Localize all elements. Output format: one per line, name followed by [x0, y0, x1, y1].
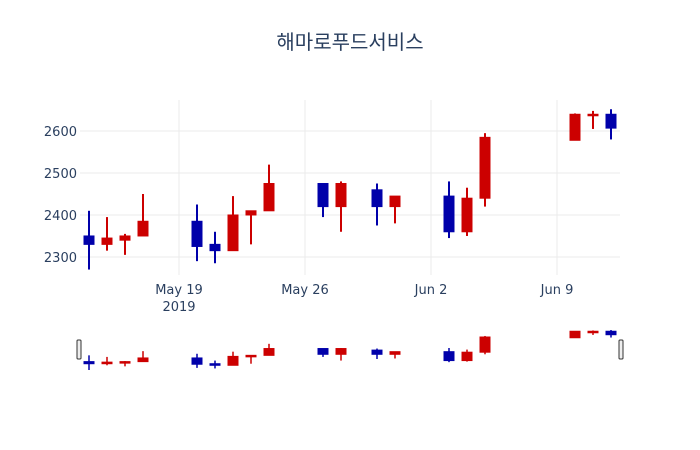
x-tick-year-label: 2019 — [162, 300, 195, 315]
candle — [479, 133, 491, 207]
candle-body — [461, 197, 473, 233]
candle-body — [209, 243, 221, 252]
candle-body — [443, 351, 455, 362]
range-slider-candle — [479, 335, 491, 355]
candle-body — [209, 363, 221, 366]
candle-body — [605, 113, 617, 129]
candle — [137, 194, 149, 237]
candle-body — [569, 113, 581, 141]
candle — [389, 195, 401, 224]
candle-body — [119, 361, 131, 364]
x-tick-label: Jun 9 — [540, 283, 574, 298]
candle-body — [389, 195, 401, 208]
candle-body — [389, 351, 401, 355]
candle-body — [101, 361, 113, 365]
candle-body — [587, 330, 599, 334]
candle — [263, 164, 275, 212]
candle-body — [335, 348, 347, 355]
x-axis: May 19 2019 May 26 Jun 2 Jun 9 — [155, 283, 573, 315]
range-slider-candle — [263, 343, 275, 356]
candle — [569, 113, 581, 141]
range-slider-candle — [587, 330, 599, 335]
candle-body — [461, 351, 473, 362]
candle-body — [605, 330, 617, 336]
range-slider-left-handle[interactable] — [76, 339, 82, 360]
candle — [605, 109, 617, 140]
candle — [119, 233, 131, 255]
candle-body — [101, 237, 113, 245]
range-slider-candle — [101, 356, 113, 366]
y-tick-label: 2500 — [44, 167, 77, 182]
candle — [443, 181, 455, 239]
candle-body — [191, 357, 203, 365]
range-slider-candle — [389, 351, 401, 359]
x-tick-label: Jun 2 — [414, 283, 448, 298]
candle-body — [569, 330, 581, 339]
range-slider-candle — [317, 348, 329, 357]
candle-body — [479, 336, 491, 353]
range-slider-background — [80, 330, 620, 370]
candle-body — [137, 220, 149, 237]
range-slider[interactable] — [76, 330, 624, 370]
range-slider-candle — [227, 351, 239, 366]
range-slider-candle — [461, 349, 473, 362]
range-slider-candle — [83, 355, 95, 370]
candle — [317, 183, 329, 218]
candle-body — [137, 357, 149, 363]
candle-body — [443, 195, 455, 233]
range-slider-candle — [119, 361, 131, 367]
x-tick-label: May 19 — [155, 283, 203, 298]
candle — [461, 187, 473, 236]
y-tick-label: 2400 — [44, 209, 77, 224]
candle-body — [317, 348, 329, 355]
candle — [227, 196, 239, 252]
range-slider-candle — [605, 330, 617, 338]
candle-body — [587, 113, 599, 117]
candle-body — [191, 220, 203, 247]
range-slider-candle — [209, 360, 221, 369]
range-slider-candle — [335, 348, 347, 361]
range-slider-candle — [191, 353, 203, 368]
y-tick-label: 2600 — [44, 125, 77, 140]
range-slider-candle — [371, 348, 383, 360]
chart-title: 해마로푸드서비스 — [276, 30, 423, 54]
candles — [83, 109, 617, 270]
candle — [245, 210, 257, 245]
candle-body — [119, 235, 131, 241]
x-tick-label: May 26 — [281, 283, 329, 298]
candle — [83, 210, 95, 270]
candle-body — [317, 183, 329, 208]
range-slider-candle — [569, 330, 581, 339]
candle-body — [227, 355, 239, 366]
candle-body — [245, 354, 257, 358]
candle-body — [245, 210, 257, 216]
candle-body — [371, 189, 383, 208]
y-axis: 2300 2400 2500 2600 — [44, 125, 77, 266]
range-slider-candle — [443, 348, 455, 363]
candle-body — [83, 235, 95, 245]
candle-body — [227, 214, 239, 252]
range-slider-candle — [137, 351, 149, 363]
candle-body — [263, 183, 275, 212]
candle — [191, 204, 203, 262]
candle-body — [83, 361, 95, 365]
candle — [335, 181, 347, 232]
candle-body — [335, 183, 347, 208]
range-slider-candle — [245, 354, 257, 364]
candle-body — [479, 136, 491, 199]
candle — [371, 183, 383, 226]
candle — [101, 217, 113, 251]
range-slider-right-handle[interactable] — [618, 339, 624, 360]
candle-body — [371, 349, 383, 355]
candle-body — [263, 348, 275, 356]
candle — [587, 110, 599, 129]
candle — [209, 231, 221, 264]
grid — [80, 100, 620, 275]
y-tick-label: 2300 — [44, 251, 77, 266]
